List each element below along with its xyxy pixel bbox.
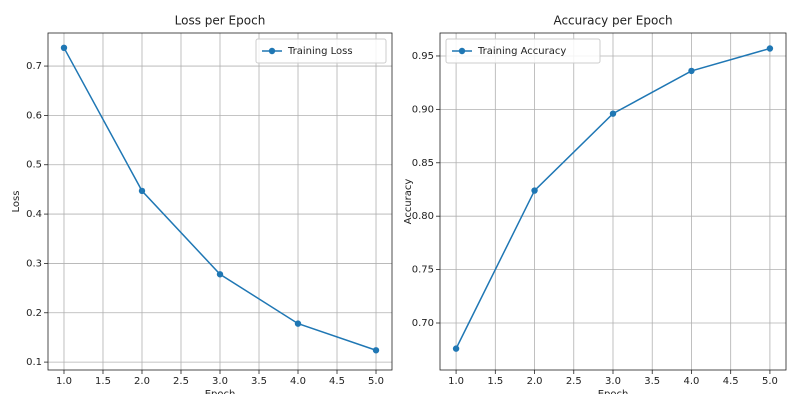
legend-marker	[458, 47, 466, 55]
y-tick-label: 0.90	[412, 104, 434, 115]
x-tick-label: 3.5	[644, 376, 660, 387]
x-tick-label: 4.5	[723, 376, 739, 387]
y-tick-label: 0.1	[26, 357, 42, 368]
data-point	[688, 67, 695, 75]
y-tick-label: 0.7	[26, 61, 42, 72]
data-point	[766, 45, 774, 52]
y-tick-label: 0.3	[26, 258, 42, 269]
x-tick-label: 4.0	[290, 376, 306, 387]
y-tick-label: 0.2	[26, 308, 42, 319]
x-tick-label: 4.5	[329, 376, 345, 387]
y-tick-label: 0.5	[26, 160, 42, 171]
chart-title: Accuracy per Epoch	[553, 14, 672, 28]
x-tick-label: 5.0	[368, 376, 384, 387]
x-tick-label: 2.5	[173, 376, 189, 387]
y-tick-label: 0.80	[412, 211, 434, 222]
legend-box	[445, 38, 601, 64]
legend-marker	[268, 47, 276, 55]
x-tick-label: 3.0	[212, 376, 228, 387]
legend-box	[255, 38, 387, 64]
y-tick-label: 0.85	[412, 158, 434, 169]
x-tick-label: 2.0	[134, 376, 150, 387]
x-tick-label: 2.5	[566, 376, 582, 387]
y-tick-label: 0.75	[412, 265, 434, 276]
y-tick-label: 0.70	[412, 318, 434, 329]
plot-frame	[47, 32, 393, 371]
x-tick-label: 1.0	[448, 376, 464, 387]
data-point	[60, 44, 68, 52]
y-axis-label: Loss	[11, 191, 22, 213]
legend-label: Training Accuracy	[477, 46, 566, 57]
legend-label: Training Loss	[287, 46, 353, 57]
data-point	[294, 320, 302, 327]
x-tick-label: 4.0	[684, 376, 700, 387]
data-point	[138, 187, 146, 195]
data-point	[216, 271, 224, 278]
data-point	[609, 110, 617, 117]
data-point	[372, 347, 380, 354]
data-point	[452, 345, 460, 352]
x-tick-label: 2.0	[527, 376, 543, 387]
chart-title: Loss per Epoch	[175, 14, 266, 28]
x-axis-label: Epoch	[205, 389, 236, 394]
y-tick-label: 0.95	[412, 51, 434, 62]
y-tick-label: 0.6	[26, 110, 42, 121]
data-point	[531, 187, 538, 194]
x-tick-label: 1.5	[487, 376, 503, 387]
x-tick-label: 5.0	[762, 376, 778, 387]
x-tick-label: 3.5	[251, 376, 267, 387]
x-tick-label: 3.0	[605, 376, 621, 387]
y-tick-label: 0.4	[26, 209, 42, 220]
plot-frame	[439, 32, 787, 371]
x-axis-label: Epoch	[598, 389, 629, 394]
y-axis-label: Accuracy	[403, 179, 414, 225]
x-tick-label: 1.5	[95, 376, 111, 387]
x-tick-label: 1.0	[56, 376, 72, 387]
